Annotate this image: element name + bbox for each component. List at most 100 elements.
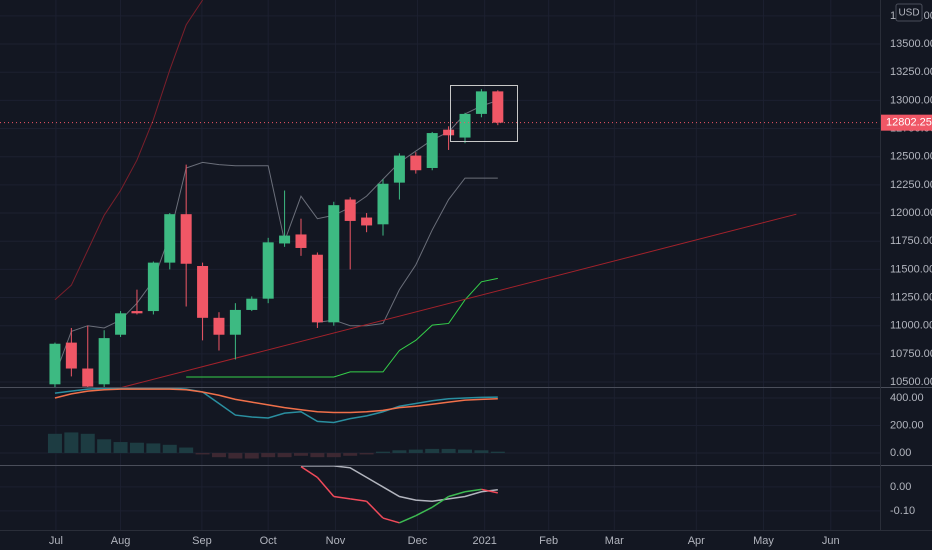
y-tick-label: 200.00 <box>890 419 924 431</box>
histogram-bar <box>343 453 358 456</box>
indicator-segment <box>366 500 384 519</box>
y-tick-label: 12500.00 <box>890 151 932 163</box>
indicator-segment <box>300 466 318 478</box>
histogram-bar <box>392 450 407 454</box>
price-pane <box>0 0 880 387</box>
histogram-bar <box>490 451 505 454</box>
oscillator-pane <box>0 388 880 459</box>
indicator-segment <box>316 476 335 497</box>
histogram-bar <box>326 453 341 458</box>
selection-box[interactable] <box>450 85 518 142</box>
histogram-bar <box>195 453 210 455</box>
x-tick-label: Oct <box>260 535 277 547</box>
histogram-bar <box>261 453 276 458</box>
candle-body <box>377 183 389 225</box>
histogram-bar <box>47 433 62 454</box>
histogram-bar <box>80 433 95 454</box>
y-tick-label: 11000.00 <box>890 320 932 332</box>
histogram-bar <box>179 447 194 454</box>
candle-body <box>361 217 373 226</box>
candle-body <box>246 298 258 310</box>
candle-body <box>49 343 61 385</box>
histogram-bar <box>458 449 473 454</box>
currency: USD <box>898 8 919 19</box>
overlay-line <box>54 0 203 301</box>
y-tick-label: 0.00 <box>890 481 911 493</box>
candle-body <box>459 113 471 138</box>
x-tick-label: Sep <box>192 535 212 547</box>
momentum-pane <box>0 466 880 524</box>
candle-body <box>197 265 209 318</box>
histogram-bar <box>228 453 243 459</box>
candle-body <box>82 368 94 387</box>
candle-body <box>492 91 504 123</box>
histogram-bar <box>277 453 292 458</box>
candle-body <box>328 205 340 323</box>
candle-body <box>410 155 422 171</box>
x-tick-label: Dec <box>408 535 428 547</box>
x-tick-label: Jun <box>822 535 840 547</box>
histogram-bar <box>244 453 259 459</box>
indicator-segment <box>399 514 417 524</box>
x-tick-label: 2021 <box>472 535 496 547</box>
axes: Jul Aug Sep Oct Nov Dec 2021 Feb Mar Apr May Jun 105… <box>49 10 932 547</box>
indicator-segment <box>382 517 400 524</box>
x-tick-label: Nov <box>326 535 346 547</box>
last-price-label: 12802.25 <box>886 117 932 129</box>
histogram-bar <box>146 443 161 454</box>
histogram-bar <box>474 450 489 454</box>
indicator-segment <box>448 491 466 498</box>
candle-body <box>229 309 241 335</box>
last-price-badge <box>881 114 932 131</box>
candle-body <box>98 338 110 385</box>
x-tick-label: Jul <box>49 535 63 547</box>
y-tick-label: 11250.00 <box>890 291 932 303</box>
y-tick-label: 0.00 <box>890 447 911 459</box>
indicator-segment <box>333 495 351 500</box>
histogram-bar <box>359 453 374 455</box>
indicator-segment <box>464 488 482 493</box>
candle-body <box>279 235 291 244</box>
candle-body <box>65 342 77 369</box>
histogram-bar <box>441 448 456 454</box>
candle-body <box>295 234 307 248</box>
candle-body <box>344 199 356 221</box>
histogram-bar <box>211 453 226 458</box>
y-tick-label: 12250.00 <box>890 179 932 191</box>
histogram-bar <box>310 453 325 458</box>
candle-body <box>393 155 405 183</box>
histogram-bar <box>113 442 128 454</box>
histogram-bar <box>425 448 440 454</box>
candle-body <box>115 313 127 335</box>
candle-body <box>443 129 455 136</box>
y-tick-label: 10750.00 <box>890 348 932 360</box>
candle-body <box>475 91 487 114</box>
indicator-segment <box>415 506 433 517</box>
indicator-line <box>54 388 498 424</box>
histogram-bar <box>376 451 391 454</box>
candle-body <box>426 133 438 168</box>
y-tick-label: 12000.00 <box>890 207 932 219</box>
currency-badge[interactable] <box>895 3 923 22</box>
candle-body <box>180 214 192 264</box>
x-tick-label: Feb <box>539 535 558 547</box>
indicator-segment <box>431 495 450 508</box>
candle-body <box>131 311 143 314</box>
candle-body <box>262 242 274 299</box>
y-tick-label: 13000.00 <box>890 94 932 106</box>
y-tick-label: 13500.00 <box>890 38 932 50</box>
y-tick-label: 11750.00 <box>890 235 932 247</box>
candle-body <box>213 317 225 335</box>
indicator-segment <box>350 498 367 503</box>
x-tick-label: Aug <box>111 535 131 547</box>
y-tick-label: -0.10 <box>890 505 915 517</box>
indicator-segment <box>481 488 498 494</box>
histogram-bar <box>408 449 423 454</box>
x-tick-label: Apr <box>688 535 705 547</box>
overlay-line <box>186 277 498 378</box>
histogram-bar <box>64 432 79 454</box>
x-tick-label: Mar <box>605 535 624 547</box>
